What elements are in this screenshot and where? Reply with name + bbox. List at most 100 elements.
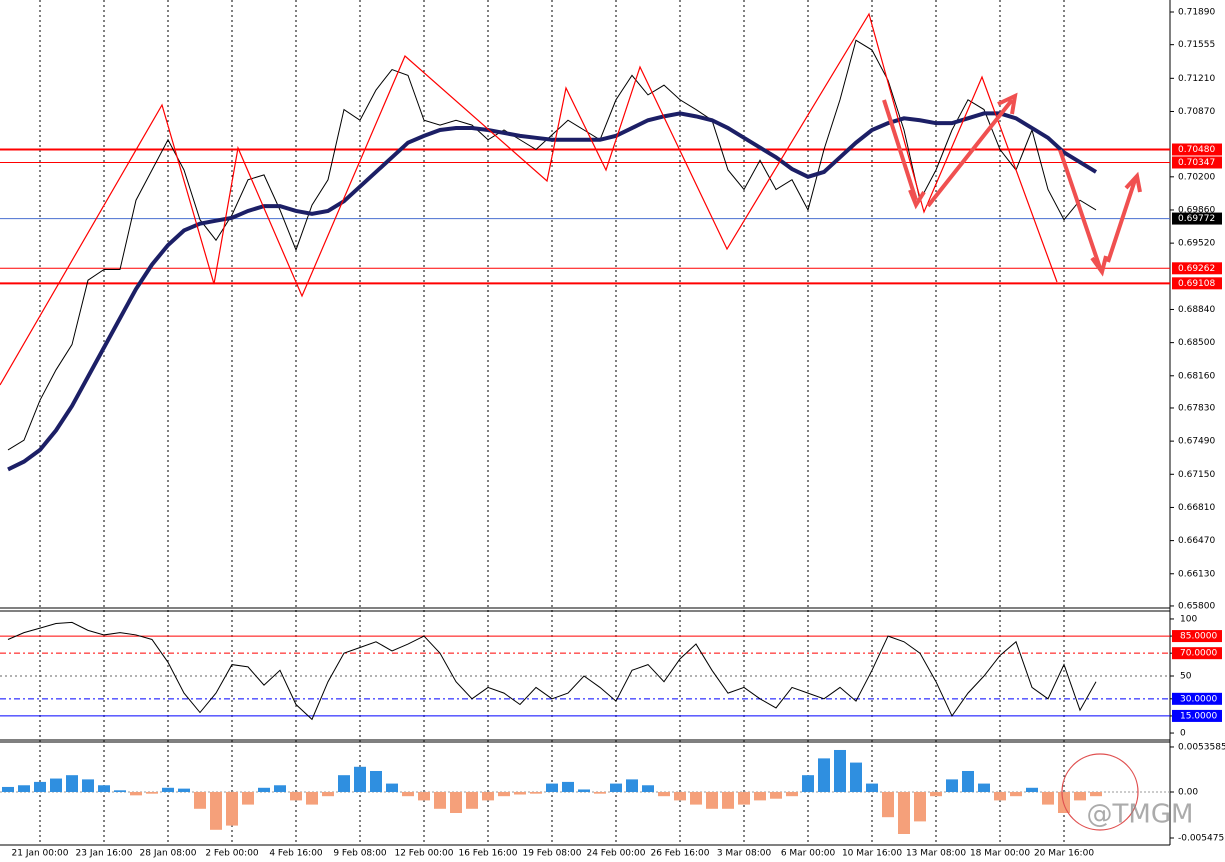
- x-tick-label: 28 Jan 08:00: [140, 849, 197, 859]
- y-tick-label: 0.70200: [1178, 172, 1215, 182]
- y-tick-label: 0.70870: [1178, 107, 1215, 117]
- level-label: 0.69772: [1178, 214, 1215, 224]
- bar: [722, 791, 734, 809]
- bar: [178, 788, 190, 792]
- line: [7, 621, 1097, 721]
- y-tick-label: 50: [1180, 672, 1192, 682]
- level-label-box: [1172, 262, 1222, 275]
- bar: [434, 791, 446, 809]
- bar: [754, 791, 766, 801]
- bar: [594, 791, 606, 794]
- zigzag: [0, 12, 1058, 386]
- y-tick-label: 70.0000: [1180, 649, 1217, 659]
- x-tick-label: 4 Feb 16:00: [269, 849, 323, 859]
- y-tick-label: 0.69520: [1178, 239, 1215, 249]
- bar: [738, 791, 750, 805]
- bar: [930, 791, 942, 797]
- bar: [130, 791, 142, 796]
- x-tick-label: 24 Feb 00:00: [586, 849, 645, 859]
- y-tick-label: 0.67830: [1178, 403, 1215, 413]
- y-tick-label: 0.66810: [1178, 503, 1215, 513]
- y-tick-label: 0.68160: [1178, 371, 1215, 381]
- watermark: @TMGM: [1087, 800, 1194, 830]
- bar: [274, 785, 286, 792]
- bar: [578, 789, 590, 792]
- bar: [1090, 791, 1102, 797]
- x-tick-label: 23 Jan 16:00: [76, 849, 133, 859]
- x-tick-label: 20 Mar 16:00: [1034, 849, 1094, 859]
- bar: [418, 791, 430, 801]
- bar: [610, 783, 622, 792]
- tick-label-box: [1172, 647, 1222, 660]
- level-label-box: [1172, 143, 1222, 156]
- y-tick-label: 0.0053585: [1178, 742, 1225, 752]
- bar: [834, 749, 846, 792]
- drawn-annotations: [0, 12, 1142, 831]
- bar: [370, 770, 382, 792]
- arrow: [1058, 149, 1108, 277]
- y-tick-label: 0.67490: [1178, 437, 1215, 447]
- bar: [98, 785, 110, 792]
- bar: [466, 791, 478, 809]
- bar: [1010, 791, 1022, 797]
- panel-frames: [0, 0, 1171, 846]
- bar: [786, 791, 798, 797]
- y-tick-label: 0.66470: [1178, 536, 1215, 546]
- x-tick-label: 2 Feb 00:00: [205, 849, 259, 859]
- bar: [82, 779, 94, 792]
- x-tick-label: 6 Mar 00:00: [781, 849, 836, 859]
- arrow: [1106, 171, 1142, 263]
- bar: [50, 778, 62, 792]
- level-label: 0.70480: [1178, 145, 1215, 155]
- x-tick-label: 26 Feb 16:00: [650, 849, 709, 859]
- bar: [2, 786, 14, 792]
- bar: [450, 791, 462, 813]
- bar: [690, 791, 702, 805]
- x-tick-label: 3 Mar 08:00: [717, 849, 772, 859]
- y-tick-label: 85.0000: [1180, 632, 1217, 642]
- bar: [290, 791, 302, 801]
- bar: [258, 787, 270, 792]
- bar: [114, 790, 126, 792]
- y-tick-label: 0.71890: [1178, 7, 1215, 17]
- arrow: [926, 92, 1018, 208]
- bar: [226, 791, 238, 826]
- y-tick-label: 0.00: [1178, 787, 1198, 797]
- bar: [1026, 787, 1038, 792]
- y-tick-label: 0.66130: [1178, 569, 1215, 579]
- level-label-box: [1172, 212, 1222, 225]
- bar: [1042, 791, 1054, 805]
- level-label-box: [1172, 156, 1222, 169]
- x-tick-label: 12 Feb 00:00: [394, 849, 453, 859]
- bar: [626, 779, 638, 792]
- bar: [498, 791, 510, 797]
- x-tick-label: 21 Jan 00:00: [12, 849, 69, 859]
- bar: [882, 791, 894, 818]
- bar: [978, 783, 990, 792]
- bar: [146, 791, 158, 794]
- bar: [946, 779, 958, 792]
- y-tick-label: 0.67150: [1178, 470, 1215, 480]
- highlight-circle: [1061, 753, 1139, 831]
- bar: [546, 783, 558, 792]
- bar: [322, 791, 334, 797]
- bar: [306, 791, 318, 805]
- level-label: 0.69108: [1178, 279, 1215, 289]
- x-tick-label: 9 Feb 08:00: [333, 849, 387, 859]
- bar: [66, 775, 78, 792]
- bar: [1074, 791, 1086, 801]
- bar: [642, 785, 654, 792]
- bar: [914, 791, 926, 822]
- y-tick-label: 0.71210: [1178, 74, 1215, 84]
- y-tick-label: 0.69860: [1178, 205, 1215, 215]
- y-tick-label: -0.005475: [1178, 833, 1224, 843]
- bar: [354, 766, 366, 792]
- x-tick-label: 19 Feb 08:00: [522, 849, 581, 859]
- bar: [770, 791, 782, 799]
- bar: [994, 791, 1006, 801]
- arrow: [882, 99, 926, 210]
- y-tick-label: 30.0000: [1180, 694, 1217, 704]
- bar: [210, 791, 222, 830]
